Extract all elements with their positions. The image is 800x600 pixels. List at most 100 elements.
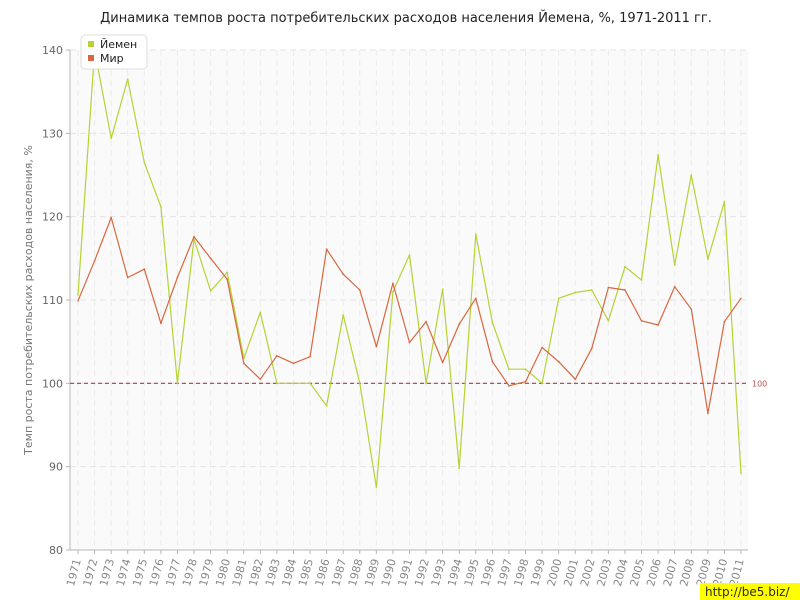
data-point	[143, 161, 146, 164]
data-point	[507, 384, 510, 387]
data-point	[375, 345, 378, 348]
data-point	[623, 289, 626, 291]
data-point	[657, 324, 660, 326]
data-point	[176, 382, 179, 385]
data-point	[673, 285, 676, 288]
data-point	[292, 362, 295, 365]
y-tick-label: 140	[42, 44, 63, 57]
data-point	[458, 467, 461, 470]
data-point	[209, 257, 212, 260]
data-point	[342, 314, 345, 316]
y-tick-label: 120	[42, 211, 63, 224]
watermark-link[interactable]: http://be5.biz/	[705, 585, 790, 599]
data-point	[176, 276, 179, 279]
data-point	[126, 78, 129, 81]
data-point	[640, 319, 643, 322]
data-point	[193, 235, 196, 238]
data-point	[590, 289, 593, 291]
data-point	[325, 248, 328, 251]
data-point	[209, 289, 212, 292]
data-point	[623, 265, 626, 268]
y-tick-label: 100	[42, 377, 63, 390]
data-point	[690, 174, 693, 176]
data-point	[740, 472, 742, 475]
data-point	[491, 360, 494, 363]
data-point	[275, 382, 278, 385]
data-point	[110, 216, 113, 219]
data-point	[226, 271, 229, 274]
data-point	[275, 354, 278, 357]
data-point	[259, 378, 262, 381]
data-point	[574, 378, 577, 381]
data-point	[723, 200, 726, 203]
data-point	[541, 382, 544, 385]
y-axis-label: Темп роста потребительских расходов насе…	[22, 145, 35, 456]
reference-line-label: 100	[752, 379, 767, 388]
legend-item-1[interactable]: Мир	[100, 52, 124, 65]
data-point	[441, 288, 444, 291]
data-point	[474, 297, 477, 300]
data-point	[77, 294, 79, 296]
data-point	[524, 368, 527, 371]
legend-swatch[interactable]	[88, 41, 94, 47]
reference-line: 100	[70, 379, 767, 388]
legend-box[interactable]	[80, 34, 148, 70]
data-point	[590, 347, 593, 350]
data-point	[524, 380, 527, 383]
data-point	[391, 282, 394, 285]
data-point	[425, 382, 428, 385]
data-point	[126, 276, 129, 279]
data-point	[292, 382, 295, 385]
data-point	[541, 346, 544, 349]
data-point	[391, 290, 394, 293]
data-point	[458, 323, 461, 326]
y-tick-label: 80	[49, 544, 63, 557]
data-point	[557, 360, 560, 363]
data-point	[574, 291, 577, 294]
data-point	[309, 355, 312, 358]
series-lines	[77, 49, 742, 489]
grid	[70, 49, 748, 551]
data-point	[441, 361, 444, 364]
data-point	[507, 368, 510, 371]
data-point	[690, 308, 693, 311]
data-point	[259, 311, 262, 314]
data-point	[159, 205, 162, 208]
data-point	[143, 268, 146, 271]
data-point	[607, 286, 610, 289]
data-point	[342, 273, 345, 276]
data-point	[657, 154, 660, 156]
data-point	[723, 320, 726, 323]
data-point	[706, 258, 709, 261]
data-point	[425, 320, 428, 323]
data-point	[491, 321, 494, 324]
data-point	[242, 362, 245, 365]
data-point	[93, 259, 96, 262]
data-point	[706, 412, 709, 415]
data-point	[640, 279, 643, 281]
data-point	[557, 297, 560, 300]
data-point	[226, 278, 229, 281]
chart-title: Динамика темпов роста потребительских ра…	[100, 10, 712, 26]
legend-swatch[interactable]	[88, 55, 94, 61]
data-point	[375, 486, 378, 489]
data-point	[673, 264, 676, 266]
data-point	[408, 254, 411, 256]
x-axis-ticks: 1971197219731974197519761977197819791980…	[64, 550, 747, 588]
data-point	[358, 382, 361, 385]
data-point	[110, 137, 113, 140]
y-tick-label: 130	[42, 127, 63, 140]
watermark-background[interactable]	[700, 583, 800, 600]
watermark[interactable]: http://be5.biz/	[700, 583, 800, 600]
legend-item-0[interactable]: Йемен	[100, 38, 137, 51]
data-point	[740, 297, 742, 300]
data-point	[159, 322, 162, 325]
data-point	[607, 319, 610, 322]
data-point	[474, 233, 477, 236]
y-tick-label: 110	[42, 294, 63, 307]
data-point	[309, 382, 312, 385]
data-point	[358, 289, 361, 291]
data-point	[325, 404, 328, 407]
